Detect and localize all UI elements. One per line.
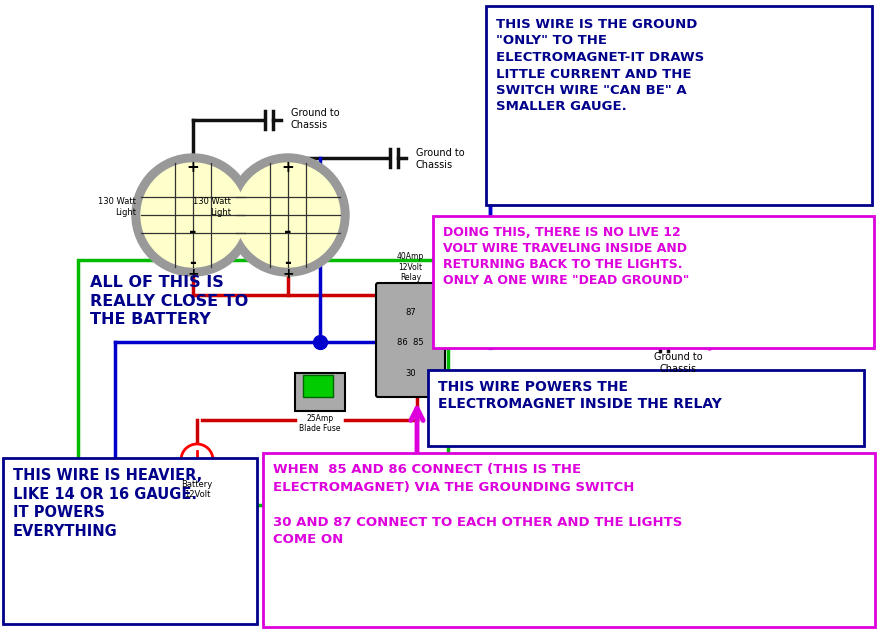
FancyBboxPatch shape (263, 453, 874, 627)
Text: -: - (189, 223, 196, 241)
Bar (295, 373, 345, 411)
Text: -: - (284, 223, 291, 241)
Circle shape (227, 154, 348, 276)
Text: WHEN  85 AND 86 CONNECT (THIS IS THE
ELECTROMAGNET) VIA THE GROUNDING SWITCH

30: WHEN 85 AND 86 CONNECT (THIS IS THE ELEC… (273, 463, 681, 546)
Text: +: + (282, 160, 294, 175)
Text: 130 Watt
Light: 130 Watt Light (193, 197, 231, 217)
FancyBboxPatch shape (375, 283, 445, 397)
FancyBboxPatch shape (486, 6, 871, 205)
Text: +: + (187, 267, 198, 281)
Circle shape (141, 163, 245, 267)
Bar (303, 375, 332, 397)
Text: 87: 87 (404, 308, 416, 317)
FancyBboxPatch shape (432, 216, 873, 348)
Circle shape (236, 163, 339, 267)
Text: THIS WIRE POWERS THE
ELECTROMAGNET INSIDE THE RELAY: THIS WIRE POWERS THE ELECTROMAGNET INSID… (438, 380, 721, 411)
Text: 86  85: 86 85 (396, 338, 424, 346)
Text: Ground to
Chassis: Ground to Chassis (416, 148, 464, 169)
Text: 130 Watt
Light: 130 Watt Light (98, 197, 136, 217)
Circle shape (132, 154, 253, 276)
Text: -: - (189, 254, 196, 272)
Bar (595, 307, 637, 329)
Text: Ground to
Chassis: Ground to Chassis (290, 108, 339, 130)
Text: +: + (187, 160, 199, 175)
FancyBboxPatch shape (3, 458, 257, 624)
Text: 30: 30 (404, 369, 416, 377)
Text: DOING THIS, THERE IS NO LIVE 12
VOLT WIRE TRAVELING INSIDE AND
RETURNING BACK TO: DOING THIS, THERE IS NO LIVE 12 VOLT WIR… (443, 226, 688, 287)
Circle shape (181, 444, 213, 476)
Text: -: - (284, 254, 291, 272)
Text: Ground to
Chassis: Ground to Chassis (653, 352, 702, 374)
Text: +: + (282, 267, 294, 281)
FancyBboxPatch shape (427, 370, 863, 446)
Text: 25Amp
Blade Fuse: 25Amp Blade Fuse (299, 414, 340, 433)
Text: THIS WIRE IS HEAVIER,
LIKE 14 OR 16 GAUGE.
IT POWERS
EVERYTHING: THIS WIRE IS HEAVIER, LIKE 14 OR 16 GAUG… (13, 468, 202, 539)
Text: Battery
12Volt: Battery 12Volt (182, 480, 212, 500)
Text: THIS WIRE IS THE GROUND
"ONLY" TO THE
ELECTROMAGNET-IT DRAWS
LITTLE CURRENT AND : THIS WIRE IS THE GROUND "ONLY" TO THE EL… (496, 18, 703, 113)
Text: 40Amp
12Volt
Relay: 40Amp 12Volt Relay (396, 252, 424, 282)
Text: ALL OF THIS IS
REALLY CLOSE TO
THE BATTERY: ALL OF THIS IS REALLY CLOSE TO THE BATTE… (90, 275, 248, 327)
